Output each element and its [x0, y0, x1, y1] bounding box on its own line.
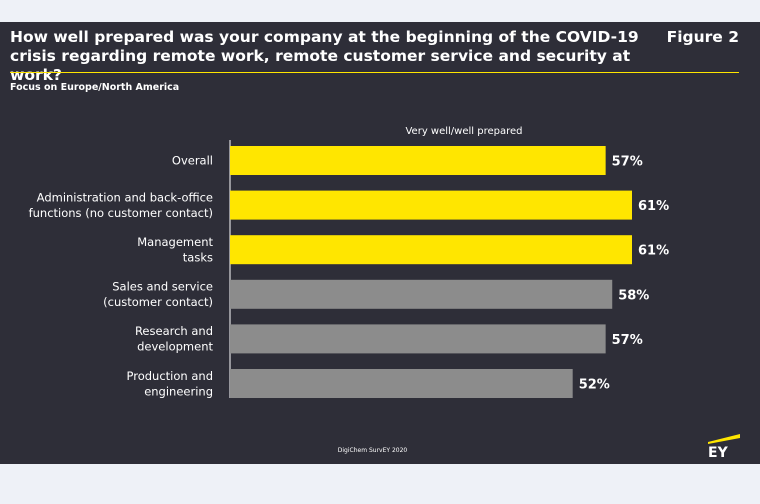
- category-label: tasks: [183, 250, 213, 264]
- bar-value-label: 61%: [638, 244, 669, 259]
- bar-2: [230, 235, 632, 265]
- chart-title: How well prepared was your company at th…: [10, 28, 639, 84]
- chart-card: How well prepared was your company at th…: [0, 22, 760, 464]
- category-label: Production and: [127, 369, 213, 383]
- bar-3: [230, 279, 613, 309]
- logo-beam-icon: [708, 434, 740, 444]
- title-divider: [10, 72, 739, 73]
- category-label: Sales and service: [112, 280, 213, 294]
- bar-5: [230, 369, 573, 398]
- series-label: Very well/well prepared: [405, 126, 522, 137]
- logo-text: EY: [708, 445, 729, 458]
- category-label: Research and: [135, 324, 213, 338]
- source-note: DigiChem SurvEY 2020: [337, 447, 408, 454]
- figure-label: Figure 2: [666, 28, 739, 46]
- category-label: Overall: [172, 154, 213, 168]
- bar-4: [230, 324, 606, 354]
- bar-chart: Very well/well prepared 57% Overall 61% Adm…: [29, 126, 670, 398]
- bar-value-label: 57%: [612, 333, 643, 348]
- bar-1: [230, 190, 632, 220]
- bar-value-label: 58%: [618, 288, 649, 303]
- bar-0: [230, 146, 606, 175]
- category-label: development: [137, 340, 213, 354]
- category-label: Administration and back-office: [37, 190, 213, 204]
- category-label: (customer contact): [103, 295, 213, 309]
- category-label: engineering: [144, 384, 213, 398]
- bar-value-label: 61%: [638, 199, 669, 214]
- bar-value-label: 52%: [579, 378, 610, 393]
- category-label: functions (no customer contact): [29, 206, 213, 220]
- ey-logo: EY: [708, 434, 740, 458]
- bar-value-label: 57%: [612, 155, 643, 170]
- category-label: Management: [137, 235, 213, 249]
- chart-subtitle: Focus on Europe/North America: [10, 82, 180, 93]
